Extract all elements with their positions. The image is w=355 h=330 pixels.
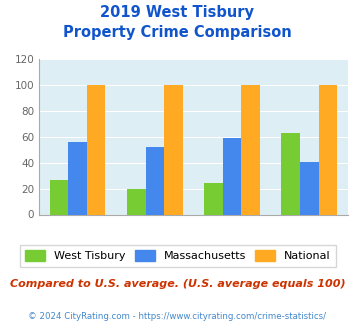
Bar (127, 189, 146, 214)
Bar (164, 85, 183, 214)
Bar (282, 133, 300, 214)
Text: Compared to U.S. average. (U.S. average equals 100): Compared to U.S. average. (U.S. average … (10, 279, 345, 289)
Text: Property Crime Comparison: Property Crime Comparison (63, 25, 292, 40)
Bar (318, 85, 337, 214)
Bar (223, 138, 241, 214)
Bar (87, 85, 105, 214)
Bar (50, 180, 69, 214)
Bar (300, 161, 318, 214)
Text: 2019 West Tisbury: 2019 West Tisbury (100, 5, 255, 20)
Bar (146, 147, 164, 214)
Bar (241, 85, 260, 214)
Legend: West Tisbury, Massachusetts, National: West Tisbury, Massachusetts, National (20, 245, 336, 267)
Bar (204, 183, 223, 214)
Bar (69, 142, 87, 214)
Text: © 2024 CityRating.com - https://www.cityrating.com/crime-statistics/: © 2024 CityRating.com - https://www.city… (28, 312, 327, 321)
